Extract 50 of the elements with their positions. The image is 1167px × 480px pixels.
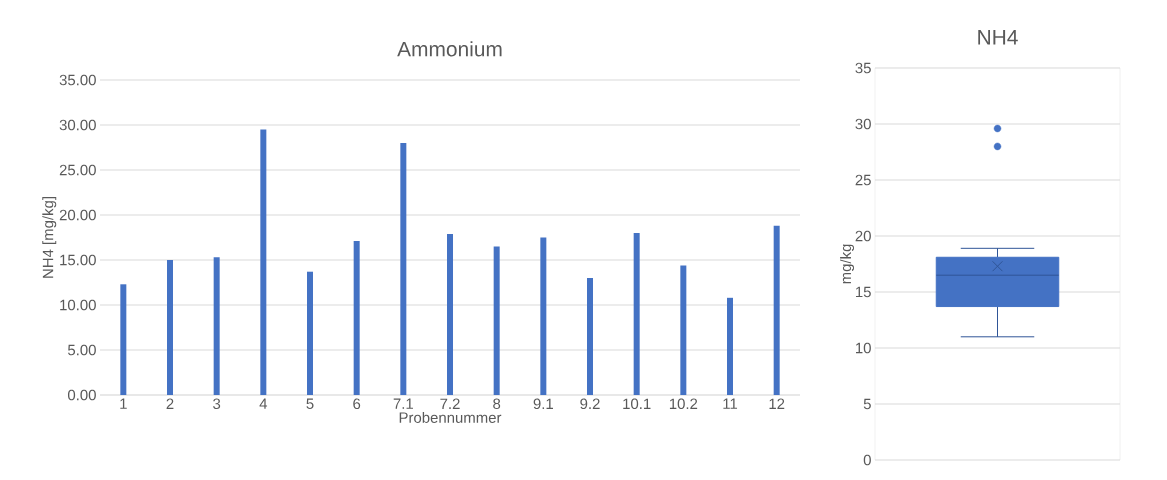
y-tick-label: 10.00 [60,299,96,311]
y-tick-label: 25.00 [59,164,96,176]
y-tick-label: 20 [855,230,871,242]
bar [353,241,360,395]
bar [587,278,594,395]
x-tick-label: 7.2 [440,398,460,409]
bar [260,129,267,395]
y-tick-label: 30.00 [59,119,96,131]
x-tick-label: 4 [259,398,268,409]
y-tick-label: 35.00 [59,74,96,86]
y-tick-label: 15.00 [60,254,96,266]
y-axis-title: NH4 [mg/kg] [42,197,57,278]
x-tick-label: 8 [493,398,501,410]
x-tick-label: 7.1 [393,398,413,409]
x-tick-label: 9.2 [580,398,600,410]
x-tick-label: 5 [306,398,314,409]
x-tick-label: 3 [213,398,221,410]
bar [307,271,313,395]
y-tick-label: 35 [855,62,871,74]
x-tick-label: 10.1 [623,398,651,410]
x-tick-label: 12 [769,398,785,409]
x-axis-title: Probennummer [399,411,502,423]
bar [540,237,547,395]
chart-title: Ammonium [397,41,502,57]
chart-title: NH4 [978,30,1018,45]
bar [680,265,687,395]
y-axis-title: mg/kg [840,244,855,284]
y-tick-label: 30 [855,118,871,130]
x-tick-label: 9.1 [533,398,553,410]
x-tick-label: 1 [120,398,127,409]
y-tick-label: 15 [856,286,871,298]
bar [400,143,407,395]
y-tick-label: 0.00 [67,389,96,401]
y-tick-label: 0 [863,454,871,466]
x-tick-label: 6 [353,398,361,410]
x-tick-label: 10.2 [669,398,698,410]
bar [773,225,780,395]
bar [727,297,734,395]
x-tick-label: 2 [166,398,174,409]
y-tick-label: 20.00 [59,209,96,221]
y-tick-label: 10 [856,342,871,354]
bar [447,233,453,395]
x-tick-label: 11 [723,398,738,409]
bar [633,233,640,395]
y-tick-label: 5.00 [67,344,96,356]
bar [493,246,500,395]
y-tick-label: 25 [855,174,871,186]
bar [167,260,173,395]
bar [120,284,127,395]
bar [213,257,220,395]
